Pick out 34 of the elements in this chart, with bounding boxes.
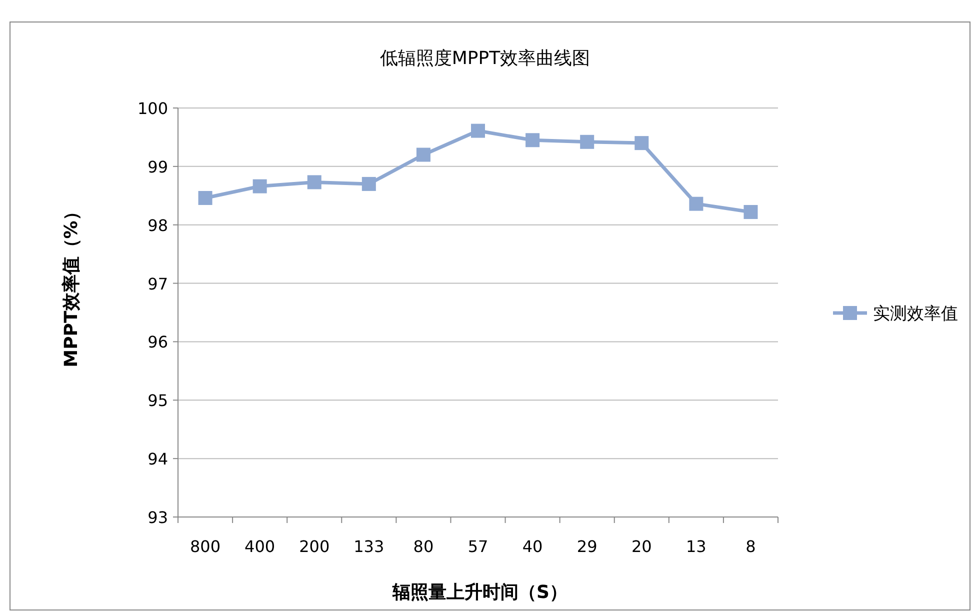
chart-title: 低辐照度MPPT效率曲线图	[380, 48, 590, 69]
point	[252, 179, 267, 194]
x-axis-title: 辐照量上升时间（S）	[392, 582, 568, 603]
legend-label: 实测效率值	[873, 304, 958, 324]
y-tick-label: 94	[148, 450, 168, 469]
x-tick-label: 133	[354, 537, 384, 556]
point	[580, 134, 594, 149]
point	[471, 124, 485, 138]
x-tick-label: 29	[576, 537, 598, 556]
point	[416, 148, 430, 162]
y-tick-label: 98	[148, 216, 168, 235]
point	[198, 190, 212, 205]
x-tick-label: 8	[746, 537, 756, 556]
y-tick-label: 96	[148, 332, 168, 352]
point	[634, 136, 649, 150]
point	[307, 175, 322, 190]
y-tick-label: 93	[148, 508, 168, 527]
y-axis-title: MPPT效率值（%）	[61, 202, 82, 368]
x-tick-label: 200	[299, 537, 330, 556]
point	[362, 176, 376, 191]
x-tick-label: 80	[413, 537, 434, 556]
point	[744, 205, 758, 220]
x-tick-label: 20	[631, 537, 652, 556]
x-tick-label: 57	[468, 537, 488, 556]
y-tick-label: 99	[148, 157, 168, 176]
point	[689, 196, 704, 211]
x-tick-label: 800	[190, 537, 221, 556]
x-tick-label: 13	[686, 537, 706, 556]
x-tick-label: 400	[244, 537, 276, 556]
x-tick-label: 40	[522, 537, 543, 556]
y-tick-label: 100	[137, 99, 168, 118]
y-tick-label: 95	[148, 391, 168, 410]
point	[526, 133, 540, 148]
y-tick-label: 97	[148, 274, 168, 294]
